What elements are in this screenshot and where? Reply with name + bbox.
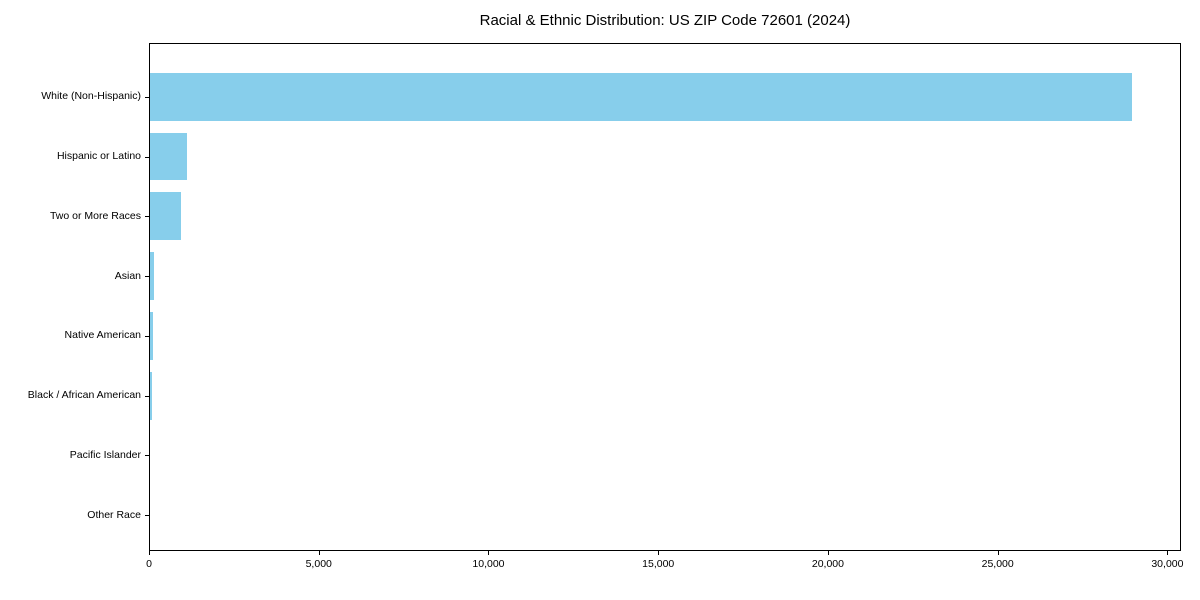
x-tick-mark (318, 551, 320, 555)
y-tick-label: Two or More Races (49, 209, 141, 222)
y-tick-mark (145, 276, 149, 278)
y-tick-label: Pacific Islander (69, 448, 141, 461)
x-tick-mark (149, 551, 150, 555)
bar (150, 371, 153, 420)
x-tick-label: 30,000 (1151, 558, 1184, 570)
x-tick-mark (488, 551, 490, 555)
y-tick-mark (145, 216, 149, 218)
x-tick-label: 10,000 (472, 558, 505, 570)
x-tick-label: 5,000 (305, 558, 332, 570)
y-tick-label: Asian (114, 269, 141, 282)
x-tick-mark (658, 551, 660, 555)
x-tick-label: 25,000 (981, 558, 1014, 570)
x-tick-label: 20,000 (811, 558, 844, 570)
bar (150, 311, 154, 360)
y-tick-label: White (Non-Hispanic) (41, 90, 141, 103)
x-tick-label: 15,000 (642, 558, 675, 570)
y-tick-mark (145, 515, 149, 517)
bar (150, 72, 1133, 121)
y-tick-label: Native American (64, 329, 141, 342)
y-tick-mark (145, 335, 149, 337)
x-tick-mark (1167, 551, 1169, 555)
y-tick-mark (145, 455, 149, 457)
bar (150, 132, 187, 181)
y-tick-label: Hispanic or Latino (56, 150, 141, 163)
y-tick-label: Black / African American (27, 389, 141, 402)
y-tick-mark (145, 96, 149, 98)
bar (150, 252, 155, 300)
plot-area (149, 43, 1181, 551)
y-tick-label: Other Race (87, 508, 141, 521)
x-tick-mark (827, 551, 829, 555)
x-tick-label: 0 (146, 558, 152, 570)
y-tick-mark (145, 156, 149, 158)
chart-title: Racial & Ethnic Distribution: US ZIP Cod… (479, 12, 851, 29)
x-tick-mark (997, 551, 999, 555)
bar (150, 192, 181, 241)
y-tick-mark (145, 395, 149, 397)
